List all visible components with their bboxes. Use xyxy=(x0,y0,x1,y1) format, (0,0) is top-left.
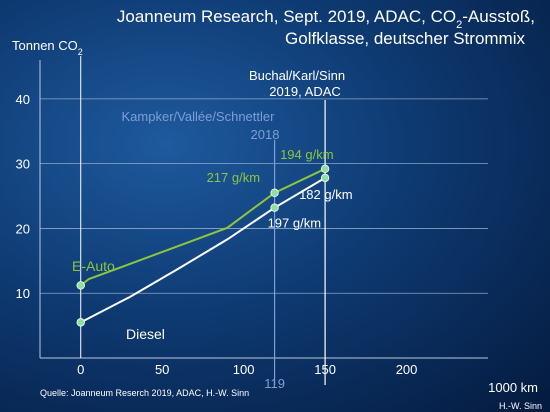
x-tick-label: 50 xyxy=(155,362,169,377)
x-tick-label: 0 xyxy=(77,362,84,377)
reference-lines: Kampker/Vallée/Schnettler 2018 119 Buchal/K… xyxy=(122,68,346,391)
y-tick-label: 20 xyxy=(16,221,30,236)
chart-title-line2: Golfklasse, deutscher Strommix xyxy=(285,29,525,48)
x-tick-label: 200 xyxy=(396,362,418,377)
marker-layer xyxy=(76,164,330,327)
value-annotation: 182 g/km xyxy=(299,187,352,202)
data-point-marker xyxy=(270,203,279,212)
data-point-marker xyxy=(270,188,279,198)
reference-label-year: 2019, ADAC xyxy=(269,84,341,99)
data-point-marker xyxy=(320,173,330,183)
reference-label: Kampker/Vallée/Schnettler xyxy=(122,109,276,124)
reference-label: Buchal/Karl/Sinn xyxy=(249,68,345,83)
reference-label-year: 2018 xyxy=(251,127,280,142)
data-point-marker xyxy=(76,318,85,327)
y-tick-label: 10 xyxy=(16,286,30,301)
data-point-marker xyxy=(320,164,330,174)
x-tick-label: 100 xyxy=(233,362,255,377)
series-label-diesel: Diesel xyxy=(126,326,165,342)
annotation-layer: 194 g/km 217 g/km 182 g/km 197 g/km xyxy=(207,147,353,231)
data-point-marker xyxy=(76,281,85,290)
value-annotation: 194 g/km xyxy=(280,147,333,162)
series-layer: E-Auto Diesel xyxy=(72,167,326,342)
reference-tick-label: 119 xyxy=(264,376,285,391)
source-note: Quelle: Joanneum Reserch 2019, ADAC, H.-… xyxy=(40,388,249,398)
y-tick-label: 30 xyxy=(16,157,30,172)
value-annotation: 217 g/km xyxy=(207,170,260,185)
tick-layer: 10 20 30 40 0 50 100 150 200 xyxy=(16,92,418,377)
y-tick-label: 40 xyxy=(16,92,30,107)
y-axis-label: Tonnen CO2 xyxy=(12,38,83,57)
series-line-diesel xyxy=(80,177,326,324)
chart-title-line1: Joanneum Research, Sept. 2019, ADAC, CO2… xyxy=(117,7,535,31)
x-axis-label: 1000 km xyxy=(488,380,538,395)
author-note: H.-W. Sinn xyxy=(499,401,542,411)
series-label-e-auto: E-Auto xyxy=(72,258,115,274)
axes-layer xyxy=(39,56,488,359)
x-tick-label: 150 xyxy=(314,362,336,377)
grid-layer xyxy=(40,98,488,294)
value-annotation: 197 g/km xyxy=(268,216,321,231)
